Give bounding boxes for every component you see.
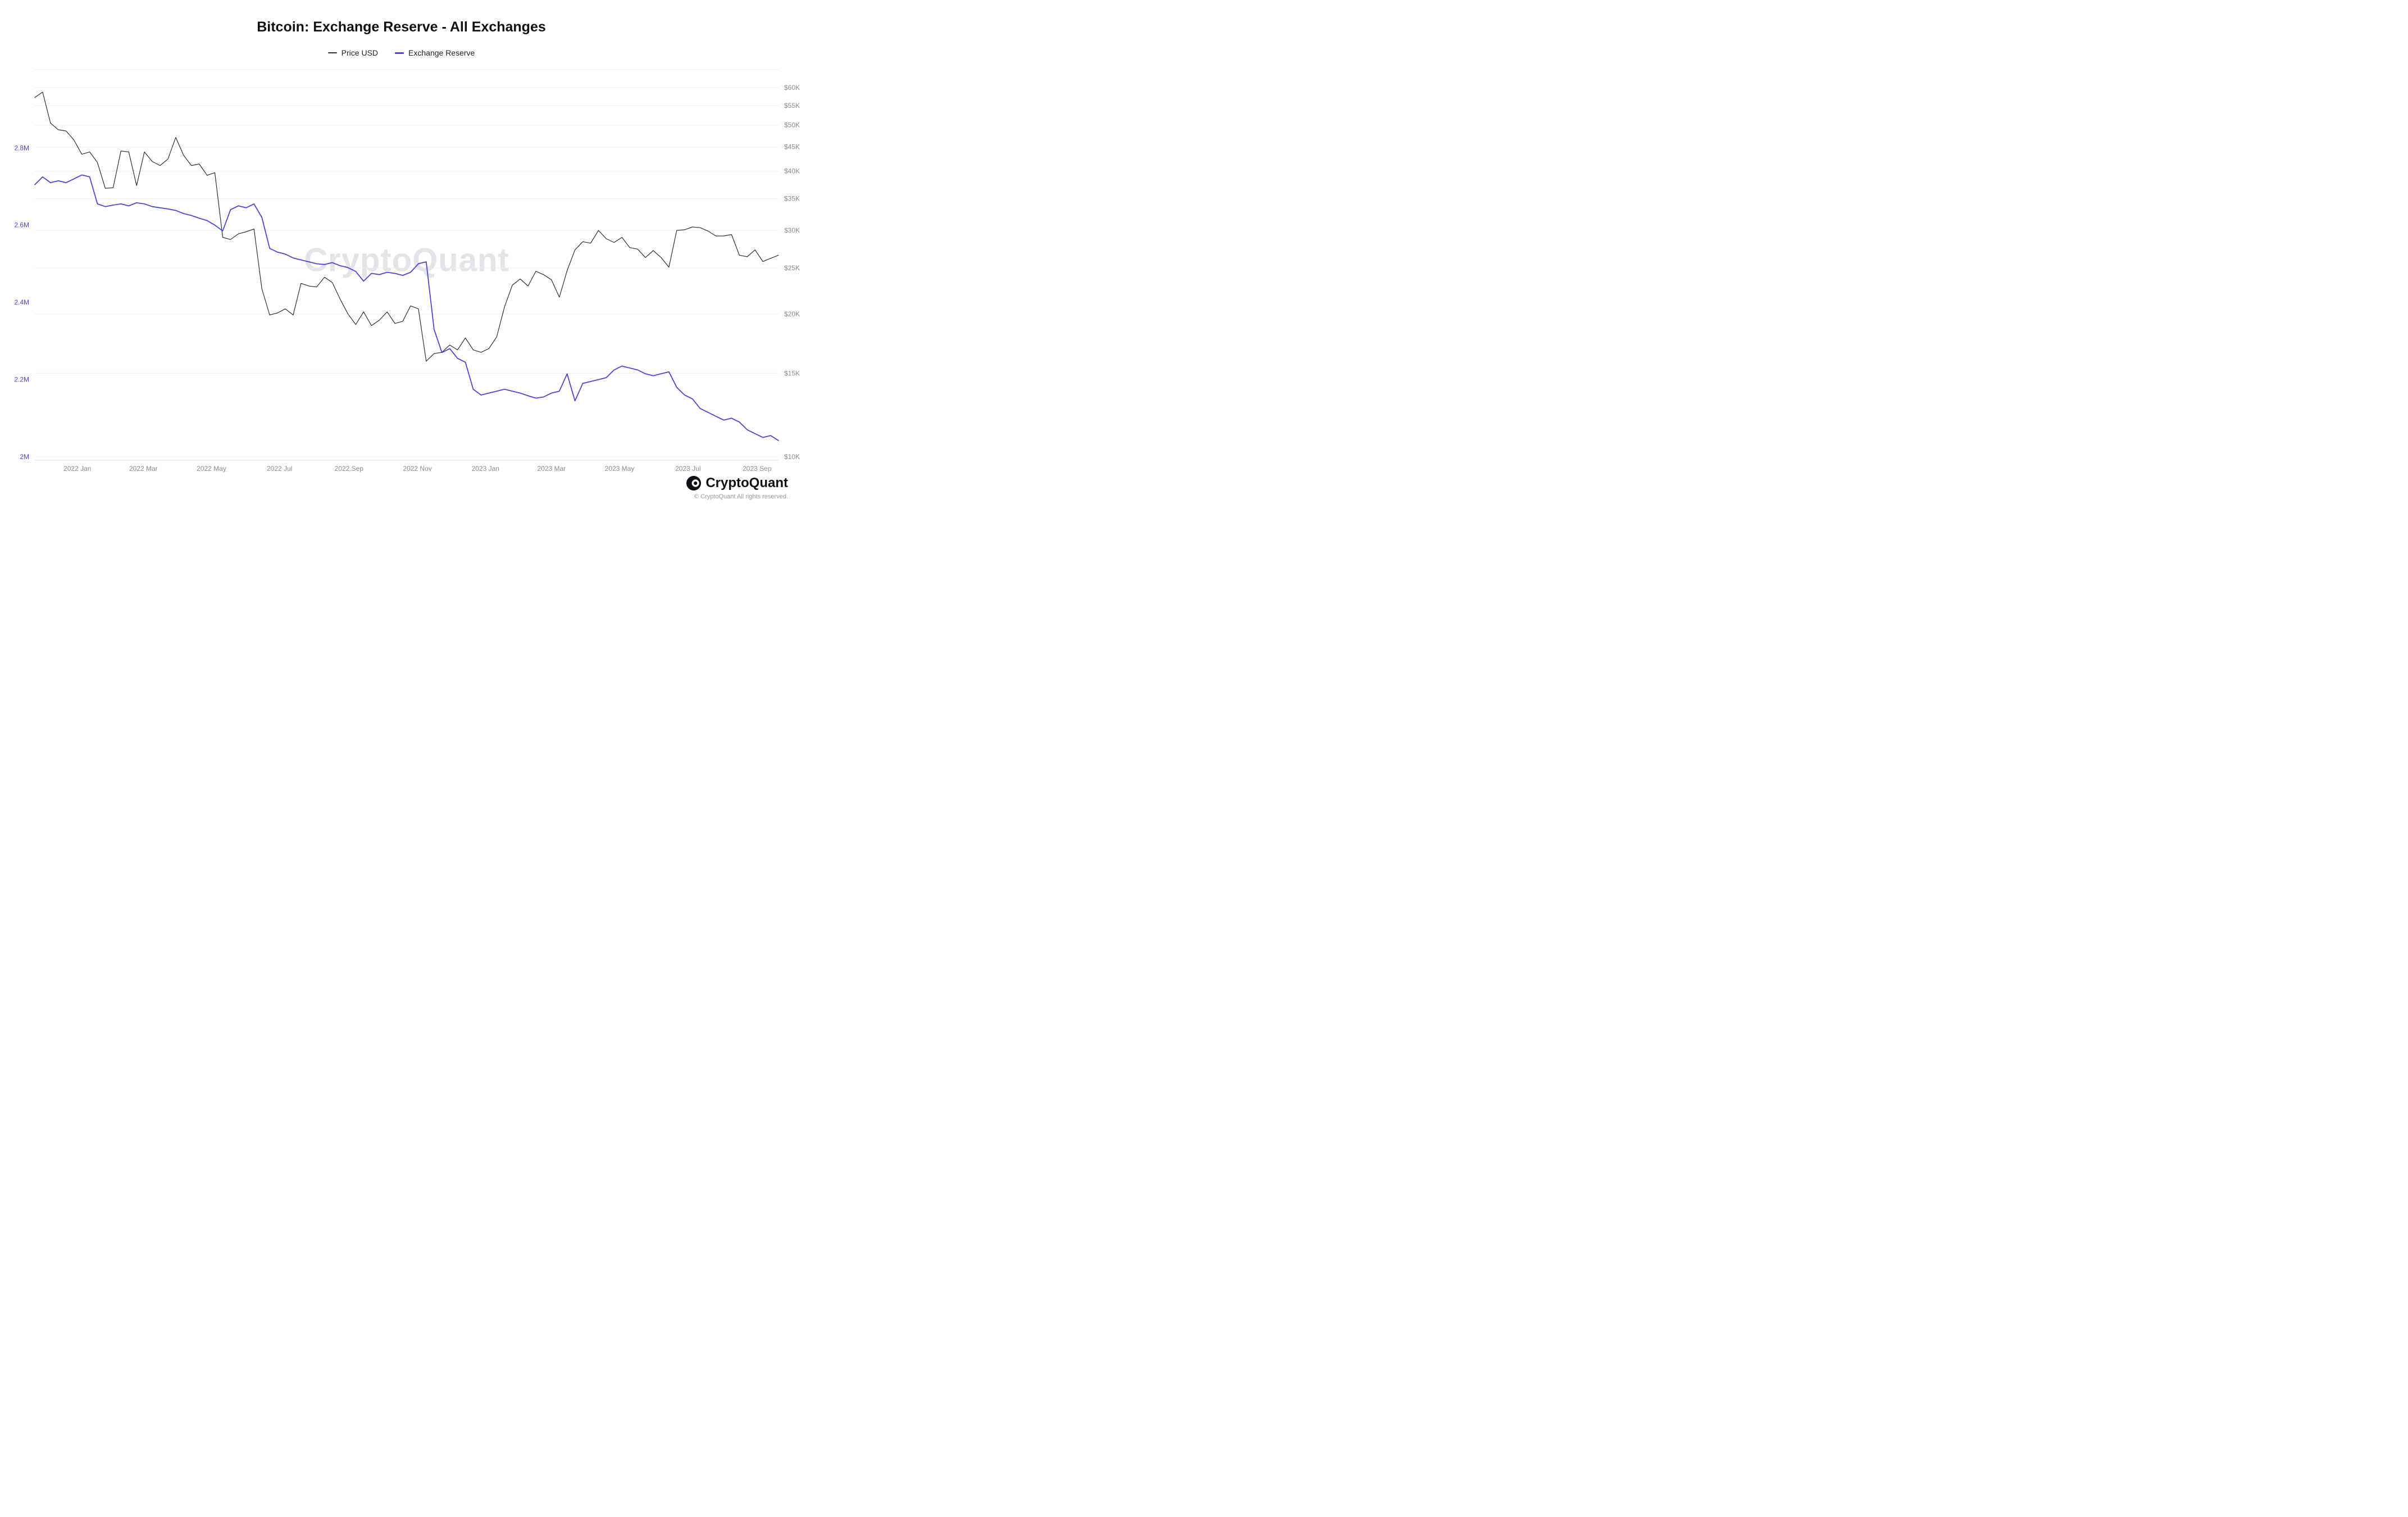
chart-canvas[interactable]: $10K $15K $20K $25K $30K $35K $40K $45K $50K $55K… (0, 0, 803, 483)
right-axis-tick-label: $35K (784, 195, 800, 203)
x-axis-tick-label: 2023 Jul (675, 465, 700, 473)
legend-item-price-usd[interactable]: Price USD (327, 48, 379, 57)
legend: Price USD Exchange Reserve (0, 48, 803, 57)
right-axis-tick-label: $30K (784, 226, 800, 234)
copyright-text: © CryptoQuant All rights reserved. (694, 493, 788, 500)
right-axis-tick-label: $20K (784, 310, 800, 318)
right-axis-tick-label: $55K (784, 102, 800, 110)
right-axis-tick-label: $50K (784, 121, 800, 129)
left-axis-tick-label: 2.2M (14, 376, 29, 384)
cryptoquant-logo[interactable]: CryptoQuant (686, 475, 788, 491)
x-axis-tick-label: 2022 May (197, 465, 226, 473)
right-axis-tick-label: $25K (784, 264, 800, 272)
price-line-swatch-icon (327, 52, 337, 53)
left-axis-tick-label: 2M (20, 453, 29, 461)
right-axis-tick-label: $45K (784, 143, 800, 151)
right-axis-tick-label: $40K (784, 167, 800, 175)
left-axis-tick-label: 2.8M (14, 144, 29, 152)
cryptoquant-logo-icon (686, 476, 702, 490)
x-axis-tick-label: 2022 Jan (63, 465, 91, 473)
x-axis-tick-label: 2023 Sep (743, 465, 772, 473)
gridlines (35, 87, 779, 457)
chart-title: Bitcoin: Exchange Reserve - All Exchange… (257, 19, 546, 35)
right-axis-tick-label: $10K (784, 453, 800, 461)
x-axis-tick-label: 2022 Mar (129, 465, 158, 473)
x-axis-tick-label: 2023 May (605, 465, 635, 473)
legend-item-exchange-reserve[interactable]: Exchange Reserve (395, 48, 475, 57)
x-axis-tick-label: 2023 Mar (537, 465, 566, 473)
price-usd-line[interactable] (34, 92, 779, 362)
left-axis-tick-label: 2.4M (14, 298, 29, 306)
legend-label-price-usd: Price USD (341, 48, 379, 57)
chart-page: Bitcoin: Exchange Reserve - All Exchange… (0, 0, 803, 506)
exchange-reserve-line[interactable] (34, 174, 779, 441)
left-axis-tick-label: 2.6M (14, 221, 29, 229)
chart-area: CryptoQuant $10K $15K $20K $25K $30K $35K $40K… (0, 0, 803, 483)
x-axis-tick-label: 2022 Sep (335, 465, 364, 473)
right-axis-tick-label: $15K (784, 369, 800, 377)
brand-name: CryptoQuant (705, 475, 788, 490)
x-axis-tick-label: 2023 Jan (472, 465, 499, 473)
x-axis-tick-label: 2022 Jul (267, 465, 292, 473)
watermark: CryptoQuant (304, 242, 509, 279)
footer: CryptoQuant © CryptoQuant All rights res… (686, 475, 788, 500)
x-axis-tick-label: 2022 Nov (403, 465, 431, 473)
legend-label-exchange-reserve: Exchange Reserve (408, 48, 475, 57)
reserve-line-swatch-icon (395, 52, 404, 54)
right-axis-tick-label: $60K (784, 84, 800, 92)
